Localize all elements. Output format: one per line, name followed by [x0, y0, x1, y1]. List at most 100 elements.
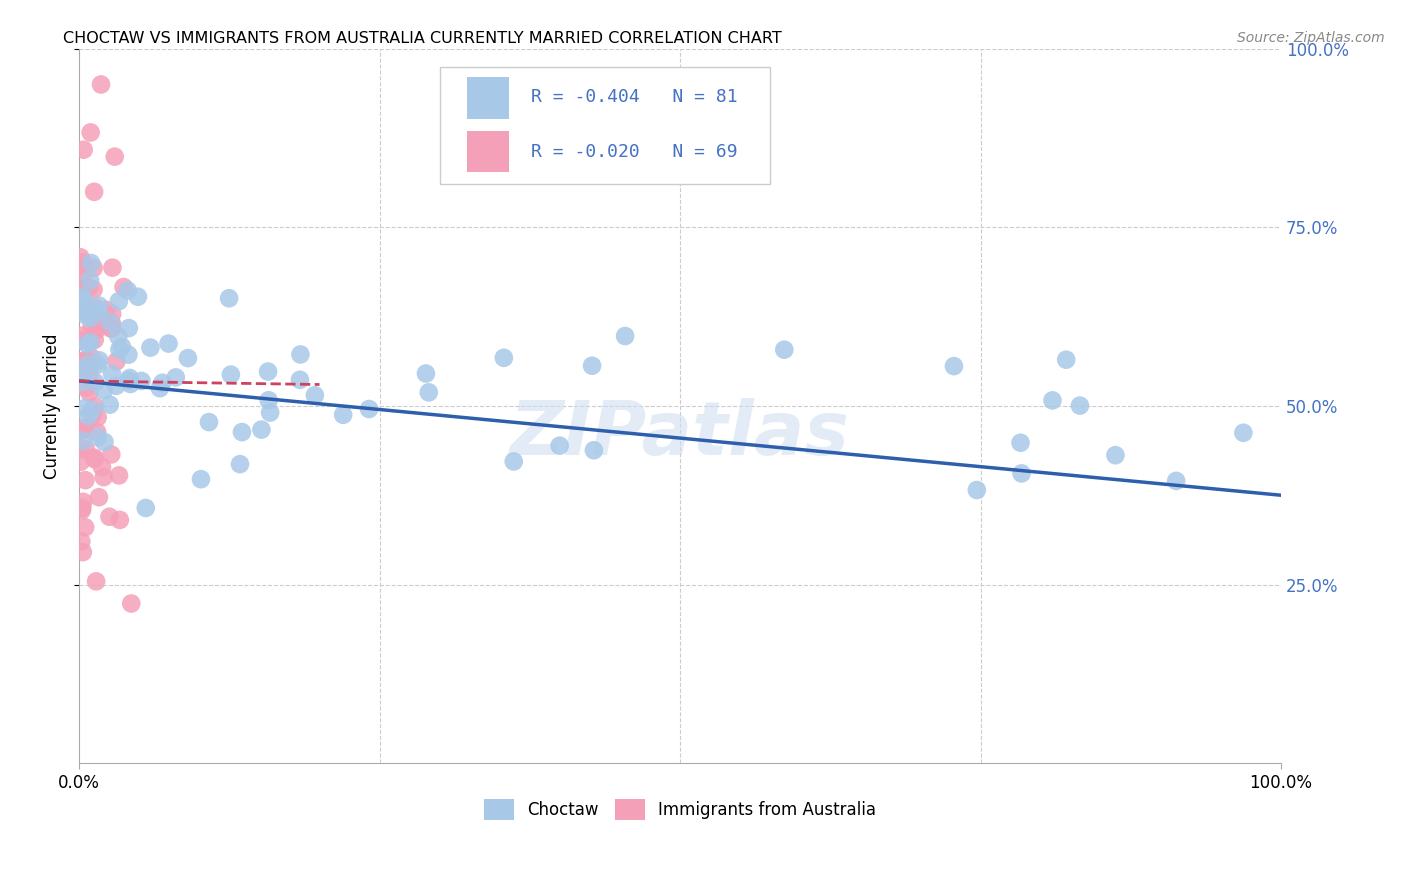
Point [117, 374, 139, 388]
Point [73, 423, 96, 437]
Point [100, 316, 122, 330]
Point [90, 78, 112, 92]
Point [77, 385, 100, 400]
Point [101, 321, 124, 335]
Point [83, 260, 105, 275]
Point [72, 362, 94, 376]
Point [966, 483, 988, 497]
Point [1042, 393, 1064, 408]
Point [69, 455, 91, 469]
Point [72, 290, 94, 304]
Point [87, 430, 110, 444]
Point [72, 143, 94, 157]
Point [69, 334, 91, 348]
Point [89, 353, 111, 368]
Point [101, 307, 124, 321]
Point [73, 401, 96, 416]
Point [93, 384, 115, 398]
Point [72, 500, 94, 515]
Point [83, 452, 105, 467]
Point [76, 337, 98, 351]
Point [93, 435, 115, 450]
Point [98, 398, 121, 412]
FancyBboxPatch shape [440, 67, 770, 185]
Point [91, 460, 114, 475]
Point [108, 513, 131, 527]
Legend: Choctaw, Immigrants from Australia: Choctaw, Immigrants from Australia [477, 793, 883, 826]
Point [288, 373, 311, 387]
Point [75, 309, 97, 323]
Point [72, 434, 94, 448]
Point [86, 425, 108, 439]
Point [75, 520, 97, 534]
Point [118, 321, 141, 335]
Point [72, 354, 94, 368]
Text: R = -0.020   N = 69: R = -0.020 N = 69 [531, 144, 738, 161]
Point [83, 283, 105, 297]
Point [69, 250, 91, 264]
Point [190, 472, 212, 486]
Point [79, 273, 101, 287]
Point [135, 500, 157, 515]
Point [108, 343, 131, 357]
Point [502, 454, 524, 468]
Point [75, 352, 97, 367]
Point [548, 439, 571, 453]
Point [87, 358, 110, 372]
Point [72, 255, 94, 269]
Point [87, 306, 110, 320]
Point [83, 450, 105, 465]
Point [86, 410, 108, 425]
Y-axis label: Currently Married: Currently Married [44, 334, 60, 479]
Point [84, 324, 107, 338]
Point [72, 293, 94, 308]
Point [70, 534, 93, 549]
Point [257, 365, 280, 379]
Point [1069, 399, 1091, 413]
Point [582, 443, 605, 458]
Point [165, 370, 187, 384]
Point [75, 473, 97, 487]
Point [79, 310, 101, 325]
Point [100, 321, 122, 335]
Point [80, 351, 103, 365]
Bar [467, 131, 509, 172]
Point [357, 402, 380, 417]
Point [83, 312, 105, 326]
Point [100, 447, 122, 461]
Point [83, 301, 105, 315]
Point [84, 574, 107, 589]
Point [117, 284, 139, 298]
Point [77, 358, 100, 372]
Point [79, 301, 101, 316]
Point [131, 374, 153, 388]
Point [1166, 474, 1188, 488]
Point [69, 367, 91, 381]
Point [80, 319, 103, 334]
Point [70, 269, 93, 284]
Point [942, 359, 965, 373]
Point [492, 351, 515, 365]
Point [79, 125, 101, 139]
Point [177, 351, 200, 365]
Point [83, 185, 105, 199]
Point [93, 470, 115, 484]
Point [96, 303, 118, 318]
Point [69, 442, 91, 456]
Point [118, 371, 141, 385]
Point [614, 329, 637, 343]
Point [82, 408, 104, 422]
Point [415, 367, 437, 381]
Point [149, 381, 172, 395]
Point [83, 333, 105, 347]
Point [101, 367, 124, 381]
Point [250, 423, 273, 437]
Point [69, 291, 91, 305]
Point [259, 406, 281, 420]
Point [79, 335, 101, 350]
Point [87, 490, 110, 504]
Point [80, 403, 103, 417]
Point [72, 545, 94, 559]
Point [127, 290, 149, 304]
Point [1010, 435, 1032, 450]
